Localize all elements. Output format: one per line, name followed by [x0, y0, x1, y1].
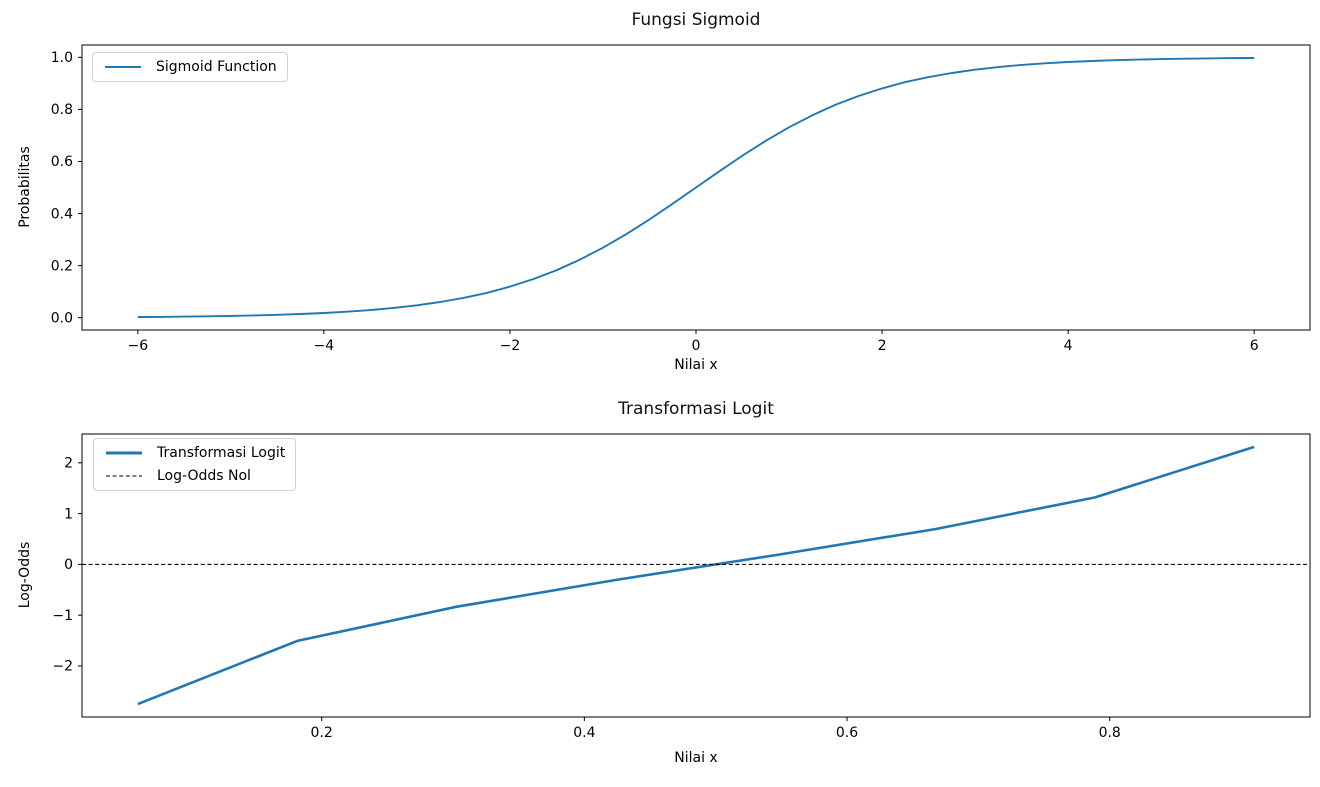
top-x-axis-label: Nilai x	[674, 357, 718, 373]
y-tick-label: 0.4	[51, 206, 73, 222]
legend-row: Transformasi Logit	[104, 445, 285, 461]
axes-frame	[81, 433, 1311, 718]
series-line-1-0	[137, 445, 1255, 706]
legend-label: Sigmoid Function	[156, 59, 277, 75]
x-tick-label: 0.2	[311, 725, 333, 741]
legend-row: Log-Odds Nol	[104, 468, 285, 484]
y-tick-label: 0.8	[51, 102, 73, 118]
x-tick-label: 0.4	[573, 725, 595, 741]
solid-line-sample-icon	[105, 66, 141, 68]
x-tick-label: 6	[1250, 338, 1259, 354]
x-tick-label: 0.8	[1099, 725, 1121, 741]
solid-line-sample-icon	[106, 451, 142, 455]
top-chart-title: Fungsi Sigmoid	[631, 10, 761, 30]
bottom-x-axis-label: Nilai x	[674, 750, 718, 766]
y-tick-label: 1.0	[51, 50, 73, 66]
y-tick-label: 0.6	[51, 154, 73, 170]
bottom-legend: Transformasi Logit Log-Odds Nol	[93, 438, 297, 491]
y-tick-label: 1	[64, 506, 73, 522]
top-y-axis-label: Probabilitas	[17, 146, 33, 228]
bottom-chart-title: Transformasi Logit	[618, 399, 774, 419]
legend-label: Transformasi Logit	[157, 445, 286, 461]
x-tick-label: −6	[127, 338, 148, 354]
y-tick-label: −2	[52, 659, 73, 675]
x-tick-label: −4	[314, 338, 335, 354]
top-legend: Sigmoid Function	[92, 52, 288, 82]
x-tick-label: 0	[692, 338, 701, 354]
x-tick-label: 4	[1064, 338, 1073, 354]
dashed-line-sample-icon	[106, 475, 142, 477]
y-tick-label: −1	[52, 608, 73, 624]
x-tick-label: 0.6	[836, 725, 858, 741]
y-tick-label: 2	[64, 456, 73, 472]
y-tick-label: 0	[64, 557, 73, 573]
series-line-0-0	[137, 57, 1255, 318]
x-tick-label: −2	[500, 338, 521, 354]
y-tick-label: 0.2	[51, 258, 73, 274]
y-tick-label: 0.0	[51, 310, 73, 326]
bottom-y-axis-label: Log-Odds	[17, 541, 33, 609]
legend-row: Sigmoid Function	[103, 59, 277, 75]
x-tick-label: 2	[878, 338, 887, 354]
legend-label: Log-Odds Nol	[157, 468, 251, 484]
